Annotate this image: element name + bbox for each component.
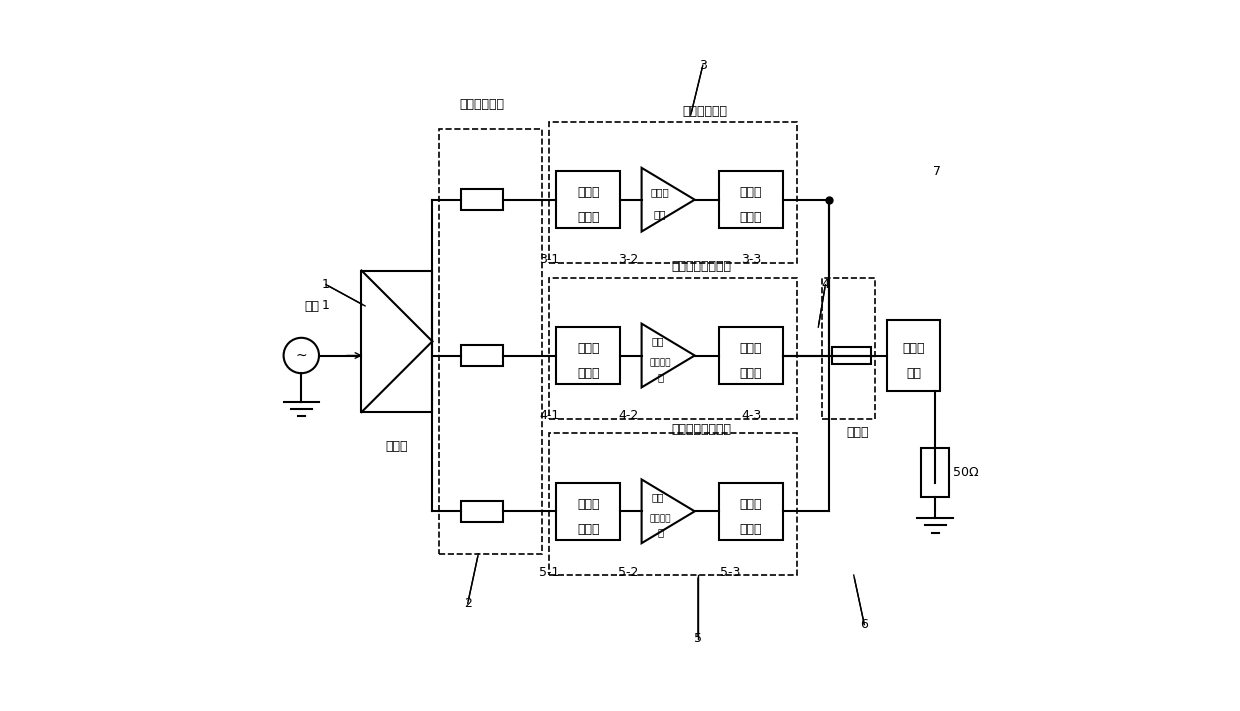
Bar xyxy=(460,501,503,522)
Text: 第二: 第二 xyxy=(651,492,663,502)
Text: 配网络: 配网络 xyxy=(740,523,763,535)
Text: 网络: 网络 xyxy=(906,367,921,380)
Bar xyxy=(549,122,797,264)
Text: 功分器: 功分器 xyxy=(386,441,408,454)
Bar xyxy=(460,189,503,210)
Bar xyxy=(888,320,940,391)
Text: 6: 6 xyxy=(861,618,868,631)
Text: 载波放大电路: 载波放大电路 xyxy=(682,105,728,117)
Text: 7: 7 xyxy=(934,165,941,178)
Text: 5-3: 5-3 xyxy=(719,567,740,579)
Bar xyxy=(362,270,433,412)
Text: 配网络: 配网络 xyxy=(577,211,599,224)
Text: 2: 2 xyxy=(464,597,471,610)
Text: 1: 1 xyxy=(322,278,330,292)
Text: 5-2: 5-2 xyxy=(619,567,639,579)
Text: 第二峰值放大电路: 第二峰值放大电路 xyxy=(671,423,732,437)
Bar xyxy=(460,345,503,366)
Bar xyxy=(719,483,782,540)
Text: 器: 器 xyxy=(657,372,663,382)
Bar xyxy=(832,347,872,364)
Text: 第一峰值放大电路: 第一峰值放大电路 xyxy=(671,260,732,274)
Text: 1: 1 xyxy=(322,299,330,312)
Text: 第一: 第一 xyxy=(651,336,663,346)
Text: 配网络: 配网络 xyxy=(740,367,763,380)
Text: 4-2: 4-2 xyxy=(619,410,639,422)
Text: 相位补偿网络: 相位补偿网络 xyxy=(459,98,505,111)
Text: 输出匹: 输出匹 xyxy=(740,498,763,510)
Bar xyxy=(921,447,950,497)
Text: 峰值放大: 峰值放大 xyxy=(650,514,671,523)
Text: 输入: 输入 xyxy=(305,300,320,313)
Text: 配网络: 配网络 xyxy=(577,523,599,535)
Text: 配网络: 配网络 xyxy=(577,367,599,380)
Text: 后匹配: 后匹配 xyxy=(903,342,925,355)
Text: 输出匹: 输出匹 xyxy=(740,342,763,355)
Text: 输出匹: 输出匹 xyxy=(740,186,763,199)
Text: 器: 器 xyxy=(657,528,663,538)
Bar xyxy=(549,277,797,419)
Bar xyxy=(719,171,782,228)
Text: 大器: 大器 xyxy=(653,209,666,219)
Bar xyxy=(822,277,875,419)
Text: 载波放: 载波放 xyxy=(651,188,670,198)
Text: 5-1: 5-1 xyxy=(539,567,559,579)
Text: 补偿线: 补偿线 xyxy=(846,427,868,439)
Text: 配网络: 配网络 xyxy=(740,211,763,224)
Text: 峰值放大: 峰值放大 xyxy=(650,358,671,367)
Bar xyxy=(557,327,620,384)
Text: 50Ω: 50Ω xyxy=(952,466,978,479)
Bar xyxy=(557,171,620,228)
Text: 输入匹: 输入匹 xyxy=(577,186,599,199)
Bar xyxy=(557,483,620,540)
Text: 3: 3 xyxy=(699,58,707,72)
Text: 输入匹: 输入匹 xyxy=(577,498,599,510)
Text: 3-1: 3-1 xyxy=(539,253,559,267)
Text: 输入匹: 输入匹 xyxy=(577,342,599,355)
Text: ~: ~ xyxy=(295,348,308,363)
Bar xyxy=(719,327,782,384)
Text: 4: 4 xyxy=(821,278,830,292)
Bar xyxy=(549,434,797,575)
Text: 4-3: 4-3 xyxy=(740,410,761,422)
Text: 4-1: 4-1 xyxy=(539,410,559,422)
Bar xyxy=(439,129,542,554)
Text: 5: 5 xyxy=(694,632,702,646)
Text: 3-2: 3-2 xyxy=(619,253,639,267)
Text: 3-3: 3-3 xyxy=(740,253,761,267)
